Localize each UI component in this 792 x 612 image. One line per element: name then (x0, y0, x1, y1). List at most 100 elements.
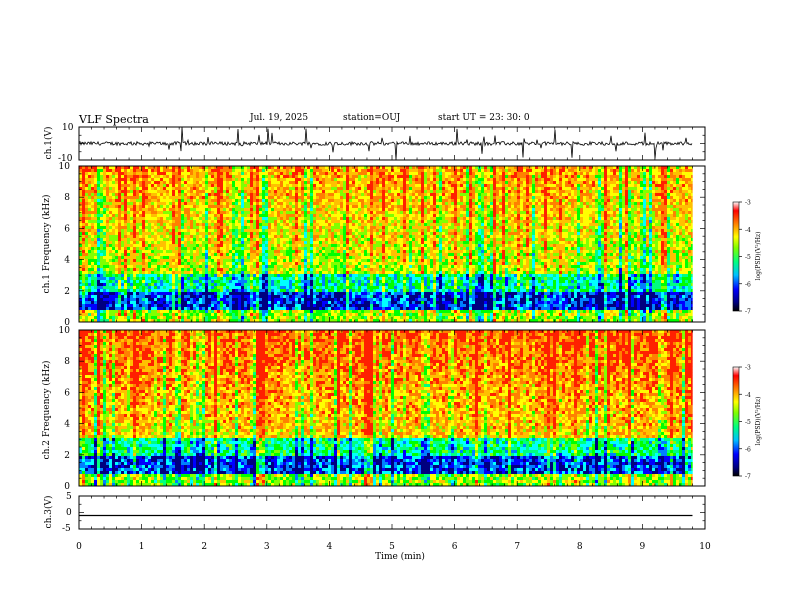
spectrogram-cell (349, 295, 353, 299)
spectrogram-cell (205, 202, 209, 206)
spectrogram-cell (172, 268, 176, 272)
spectrogram-cell (271, 223, 275, 227)
spectrogram-cell (268, 319, 272, 323)
spectrogram-cell (172, 166, 176, 170)
spectrogram-cell (268, 313, 272, 317)
spectrogram-cell (214, 199, 218, 203)
spectrogram-cell (94, 268, 98, 272)
spectrogram-cell (301, 235, 305, 239)
spectrogram-cell (307, 304, 311, 308)
spectrogram-cell (109, 187, 113, 191)
spectrogram-cell (256, 286, 260, 290)
spectrogram-cell (271, 229, 275, 233)
spectrogram-cell (166, 259, 170, 263)
spectrogram-cell (184, 307, 188, 311)
spectrogram-cell (205, 304, 209, 308)
spectrogram-cell (280, 217, 284, 221)
spectrogram-cell (199, 178, 203, 182)
spectrogram-cell (109, 274, 113, 278)
spectrogram-cell (352, 313, 356, 317)
spectrogram-cell (310, 217, 314, 221)
spectrogram-cell (325, 196, 329, 200)
spectrogram-cell (262, 205, 266, 209)
spectrogram-cell (187, 172, 191, 176)
spectrogram-cell (175, 223, 179, 227)
spectrogram-cell (286, 319, 290, 323)
spectrogram-cell (157, 178, 161, 182)
spectrogram-cell (331, 193, 335, 197)
spectrogram-cell (256, 232, 260, 236)
spectrogram-cell (100, 229, 104, 233)
spectrogram-cell (355, 268, 359, 272)
spectrogram-cell (268, 298, 272, 302)
spectrogram-cell (187, 166, 191, 170)
spectrogram-cell (109, 229, 113, 233)
spectrogram-cell (106, 166, 110, 170)
spectrogram-cell (232, 250, 236, 254)
spectrogram-cell (109, 190, 113, 194)
spectrogram-cell (220, 211, 224, 215)
spectrogram-cell (358, 190, 362, 194)
spectrogram-cell (163, 286, 167, 290)
spectrogram-cell (271, 313, 275, 317)
spectrogram-cell (136, 265, 140, 269)
spectrogram-cell (307, 223, 311, 227)
spectrogram-cell (364, 217, 368, 221)
spectrogram-cell (313, 304, 317, 308)
spectrogram-cell (175, 271, 179, 275)
spectrogram-cell (214, 208, 218, 212)
spectrogram-cell (202, 319, 206, 323)
spectrogram-cell (88, 262, 92, 266)
spectrogram-cell (157, 184, 161, 188)
spectrogram-cell (148, 307, 152, 311)
spectrogram-cell (298, 271, 302, 275)
spectrogram-cell (283, 220, 287, 224)
spectrogram-cell (316, 226, 320, 230)
spectrogram-cell (172, 232, 176, 236)
spectrogram-cell (193, 259, 197, 263)
spectrogram-cell (250, 172, 254, 176)
spectrogram-cell (337, 271, 341, 275)
spectrogram-cell (355, 256, 359, 260)
spectrogram-cell (229, 190, 233, 194)
spectrogram-cell (136, 295, 140, 299)
spectrogram-cell (301, 286, 305, 290)
spectrogram-cell (343, 166, 347, 170)
spectrogram-cell (211, 316, 215, 320)
spectrogram-cell (205, 313, 209, 317)
spectrogram-cell (118, 316, 122, 320)
spectrogram-cell (109, 211, 113, 215)
spectrogram-cell (322, 295, 326, 299)
spectrogram-cell (280, 187, 284, 191)
spectrogram-cell (289, 256, 293, 260)
spectrogram-cell (325, 220, 329, 224)
spectrogram-cell (103, 229, 107, 233)
spectrogram-cell (295, 172, 299, 176)
spectrogram-cell (310, 226, 314, 230)
spectrogram-cell (139, 313, 143, 317)
spectrogram-cell (265, 217, 269, 221)
spectrogram-cell (340, 205, 344, 209)
spectrogram-cell (88, 286, 92, 290)
spectrogram-cell (106, 268, 110, 272)
spectrogram-cell (139, 247, 143, 251)
spectrogram-cell (325, 289, 329, 293)
spectrogram-cell (166, 289, 170, 293)
spectrogram-cell (277, 220, 281, 224)
spectrogram-cell (94, 166, 98, 170)
spectrogram-cell (328, 298, 332, 302)
spectrogram-cell (106, 172, 110, 176)
spectrogram-cell (109, 181, 113, 185)
spectrogram-cell (109, 196, 113, 200)
spectrogram-cell (262, 217, 266, 221)
spectrogram-cell (355, 217, 359, 221)
spectrogram-cell (88, 166, 92, 170)
spectrogram-cell (250, 202, 254, 206)
spectrogram-cell (325, 223, 329, 227)
spectrogram-cell (226, 193, 230, 197)
spectrogram-cell (223, 214, 227, 218)
spectrogram-cell (217, 262, 221, 266)
spectrogram-cell (304, 166, 308, 170)
spectrogram-cell (322, 310, 326, 314)
spectrogram-cell (277, 280, 281, 284)
